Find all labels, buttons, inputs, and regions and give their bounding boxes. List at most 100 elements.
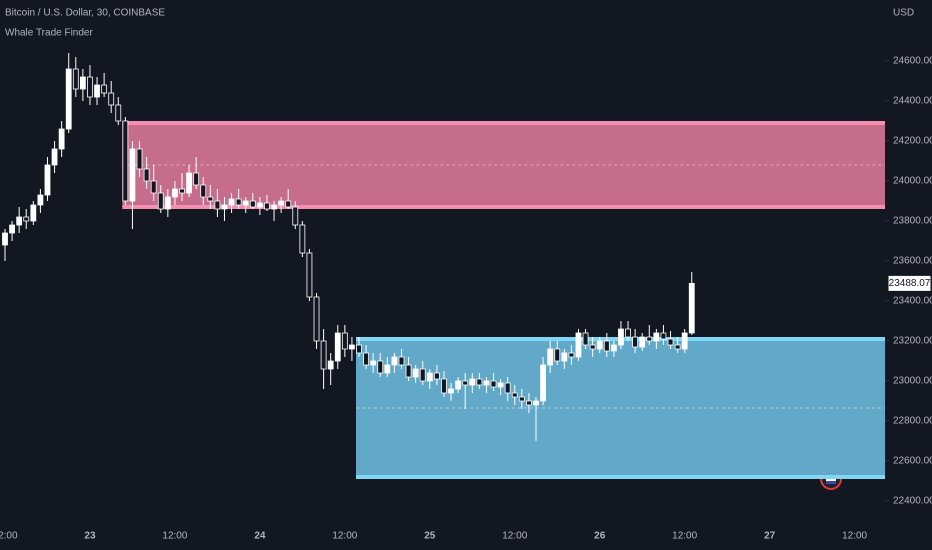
x-tick-label: 12:00 — [842, 531, 867, 542]
candle-body — [101, 84, 108, 94]
candle-body — [235, 198, 242, 206]
candle-body — [589, 344, 596, 350]
candle-body — [476, 378, 483, 386]
candle-body — [653, 332, 660, 342]
candle-body — [299, 224, 306, 254]
candle-body — [164, 196, 171, 210]
candle-body — [58, 128, 65, 150]
candle-body — [504, 382, 511, 394]
y-tick-label: 23000.00 — [893, 376, 932, 387]
candle-body — [207, 196, 214, 202]
x-tick-label: 12:00 — [162, 531, 187, 542]
candle-body — [681, 332, 688, 350]
candle-body — [72, 68, 79, 90]
candle-body — [278, 200, 285, 206]
candle-body — [87, 76, 93, 98]
candle-body — [618, 328, 624, 346]
zone — [356, 339, 885, 477]
candle-body — [306, 252, 313, 298]
candle-body — [610, 344, 617, 352]
candle-body — [377, 360, 384, 374]
candle-body — [44, 164, 51, 196]
chart-title: Bitcoin / U.S. Dollar, 30, COINBASE — [5, 8, 165, 19]
y-tick-label: 23600.00 — [893, 256, 932, 267]
candle-body — [143, 168, 150, 182]
candle-body — [193, 172, 200, 186]
candle-body — [65, 68, 72, 130]
candle-body — [603, 340, 610, 352]
currency-label: USD — [893, 8, 914, 19]
candle-body — [313, 296, 320, 342]
candle-body — [363, 352, 369, 366]
y-tick-label: 23200.00 — [893, 336, 932, 347]
candle-body — [115, 104, 122, 122]
candle-body — [568, 352, 575, 358]
candle-body — [575, 332, 582, 358]
candle-body — [285, 200, 292, 208]
x-tick-label: 12:00 — [0, 531, 18, 542]
y-tick-label: 24600.00 — [893, 56, 932, 67]
candle-body — [242, 200, 249, 206]
candle-body — [582, 332, 589, 346]
x-tick-label: 23 — [84, 531, 96, 542]
candle-body — [79, 76, 86, 90]
candle-body — [688, 282, 695, 334]
candle-body — [518, 396, 525, 402]
candle-body — [370, 360, 377, 366]
candle-body — [419, 368, 426, 382]
candle-body — [384, 364, 391, 374]
candle-body — [540, 364, 546, 402]
candle-body — [646, 336, 653, 342]
candle-body — [228, 198, 235, 206]
candle-body — [455, 380, 462, 390]
candle-body — [533, 400, 539, 406]
candle-body — [441, 378, 447, 394]
candle-body — [561, 352, 568, 362]
candle-body — [9, 224, 15, 234]
candle-body — [356, 344, 362, 354]
candle-body — [179, 188, 185, 194]
x-tick-label: 25 — [424, 531, 436, 542]
candle-body — [639, 336, 646, 348]
candle-body — [249, 200, 256, 208]
x-tick-label: 26 — [594, 531, 606, 542]
candle-body — [16, 216, 23, 226]
candle-body — [129, 148, 136, 202]
candle-body — [405, 364, 412, 378]
candle-body — [490, 380, 497, 388]
candle-body — [214, 200, 221, 210]
candle-body — [37, 194, 44, 206]
price-label-box — [887, 274, 932, 292]
candle-body — [200, 184, 207, 198]
y-tick-label: 23800.00 — [893, 216, 932, 227]
candle-body — [157, 192, 164, 210]
x-tick-label: 12:00 — [502, 531, 527, 542]
candle-body — [398, 356, 405, 366]
price-label: 23488.07 — [889, 278, 931, 289]
candle-body — [172, 188, 178, 198]
candle-body — [462, 380, 469, 386]
candle-body — [334, 332, 341, 362]
candle-body — [94, 84, 100, 98]
x-tick-label: 24 — [254, 531, 266, 542]
candle-body — [547, 348, 554, 366]
x-tick-label: 27 — [764, 531, 776, 542]
candle-body — [483, 380, 490, 386]
candle-body — [292, 206, 299, 226]
candle-body — [426, 372, 433, 382]
candle-body — [667, 338, 674, 346]
y-tick-label: 22400.00 — [893, 496, 932, 507]
y-tick-label: 23400.00 — [893, 296, 932, 307]
candle-body — [30, 204, 37, 222]
candle-body — [327, 360, 334, 370]
y-tick-label: 24400.00 — [893, 96, 932, 107]
candle-body — [469, 378, 476, 386]
candle-body — [136, 148, 143, 170]
candle-body — [448, 388, 454, 394]
candle-body — [433, 372, 440, 380]
candle-body — [271, 204, 277, 210]
x-tick-label: 12:00 — [332, 531, 357, 542]
candle-body — [108, 92, 115, 106]
candle-body — [2, 232, 8, 246]
candle-body — [51, 148, 58, 166]
